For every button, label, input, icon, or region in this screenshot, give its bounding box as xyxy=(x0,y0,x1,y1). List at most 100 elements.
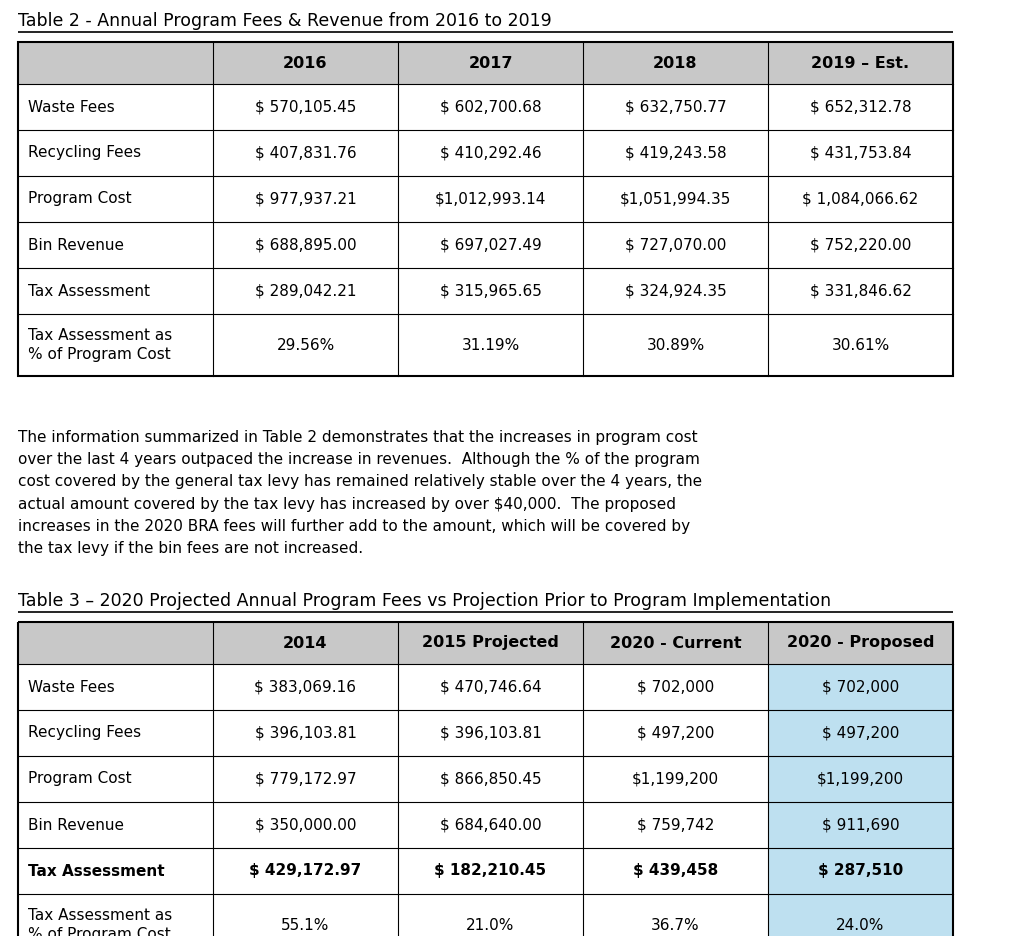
Bar xyxy=(583,664,768,710)
Bar xyxy=(213,176,398,222)
Bar xyxy=(213,130,398,176)
Bar xyxy=(583,894,768,936)
Bar xyxy=(18,710,213,756)
Bar xyxy=(18,664,213,710)
Bar xyxy=(213,894,398,936)
Text: 2020 - Current: 2020 - Current xyxy=(609,636,741,651)
Text: $ 407,831.76: $ 407,831.76 xyxy=(255,145,356,160)
Bar xyxy=(398,756,583,802)
Text: $ 1,084,066.62: $ 1,084,066.62 xyxy=(803,192,919,207)
Text: $ 383,069.16: $ 383,069.16 xyxy=(255,680,356,695)
Text: 21.0%: 21.0% xyxy=(466,917,515,932)
Text: $ 866,850.45: $ 866,850.45 xyxy=(439,771,542,786)
Text: $ 429,172.97: $ 429,172.97 xyxy=(250,864,361,879)
Text: $ 439,458: $ 439,458 xyxy=(633,864,718,879)
Bar xyxy=(768,664,953,710)
Bar xyxy=(768,894,953,936)
Text: Table 2 - Annual Program Fees & Revenue from 2016 to 2019: Table 2 - Annual Program Fees & Revenue … xyxy=(18,12,552,30)
Text: $ 182,210.45: $ 182,210.45 xyxy=(434,864,547,879)
Bar xyxy=(768,268,953,314)
Text: $ 759,742: $ 759,742 xyxy=(637,817,714,832)
Text: $ 315,965.65: $ 315,965.65 xyxy=(439,284,542,299)
Bar xyxy=(768,710,953,756)
Text: $ 497,200: $ 497,200 xyxy=(637,725,714,740)
Text: $ 419,243.58: $ 419,243.58 xyxy=(625,145,726,160)
Bar xyxy=(18,268,213,314)
Bar xyxy=(583,802,768,848)
Bar xyxy=(398,268,583,314)
Text: $ 977,937.21: $ 977,937.21 xyxy=(255,192,356,207)
Bar xyxy=(583,84,768,130)
Bar xyxy=(398,130,583,176)
Text: Tax Assessment as
% of Program Cost: Tax Assessment as % of Program Cost xyxy=(28,908,172,936)
Text: $1,199,200: $1,199,200 xyxy=(632,771,719,786)
Bar xyxy=(583,710,768,756)
Bar xyxy=(213,664,398,710)
Bar xyxy=(398,84,583,130)
Text: 2017: 2017 xyxy=(468,55,513,70)
Bar xyxy=(18,42,953,376)
Bar xyxy=(18,622,953,936)
Bar xyxy=(213,222,398,268)
Text: $ 652,312.78: $ 652,312.78 xyxy=(810,99,911,114)
Bar xyxy=(583,176,768,222)
Bar xyxy=(213,314,398,376)
Bar xyxy=(768,314,953,376)
Text: Table 3 – 2020 Projected Annual Program Fees vs Projection Prior to Program Impl: Table 3 – 2020 Projected Annual Program … xyxy=(18,592,831,610)
Bar xyxy=(398,710,583,756)
Text: $ 702,000: $ 702,000 xyxy=(822,680,899,695)
Bar xyxy=(213,756,398,802)
Bar xyxy=(398,664,583,710)
Text: Waste Fees: Waste Fees xyxy=(28,680,115,695)
Bar xyxy=(213,710,398,756)
Bar xyxy=(213,268,398,314)
Bar xyxy=(18,176,213,222)
Text: $ 410,292.46: $ 410,292.46 xyxy=(439,145,542,160)
Bar xyxy=(583,268,768,314)
Bar xyxy=(213,84,398,130)
Text: Tax Assessment: Tax Assessment xyxy=(28,284,150,299)
Text: $ 396,103.81: $ 396,103.81 xyxy=(439,725,542,740)
Text: 24.0%: 24.0% xyxy=(837,917,885,932)
Text: $ 602,700.68: $ 602,700.68 xyxy=(439,99,542,114)
Text: $ 727,070.00: $ 727,070.00 xyxy=(625,238,726,253)
Bar xyxy=(18,802,213,848)
Bar xyxy=(398,314,583,376)
Text: $ 697,027.49: $ 697,027.49 xyxy=(439,238,542,253)
Bar xyxy=(213,848,398,894)
Bar xyxy=(398,802,583,848)
Text: Program Cost: Program Cost xyxy=(28,771,132,786)
Bar xyxy=(213,802,398,848)
Text: The information summarized in Table 2 demonstrates that the increases in program: The information summarized in Table 2 de… xyxy=(18,430,702,556)
Text: $ 632,750.77: $ 632,750.77 xyxy=(625,99,726,114)
Text: $ 331,846.62: $ 331,846.62 xyxy=(810,284,911,299)
Text: $ 289,042.21: $ 289,042.21 xyxy=(255,284,356,299)
Bar xyxy=(398,222,583,268)
Bar xyxy=(18,222,213,268)
Text: $ 287,510: $ 287,510 xyxy=(818,864,903,879)
Text: 31.19%: 31.19% xyxy=(462,338,519,353)
Text: 29.56%: 29.56% xyxy=(276,338,335,353)
Text: $ 350,000.00: $ 350,000.00 xyxy=(255,817,356,832)
Text: 55.1%: 55.1% xyxy=(282,917,330,932)
Text: 2015 Projected: 2015 Projected xyxy=(422,636,559,651)
Text: $1,199,200: $1,199,200 xyxy=(817,771,904,786)
Text: 2020 - Proposed: 2020 - Proposed xyxy=(786,636,934,651)
Bar xyxy=(768,84,953,130)
Bar xyxy=(18,84,213,130)
Bar xyxy=(18,42,953,84)
Text: $ 688,895.00: $ 688,895.00 xyxy=(255,238,356,253)
Text: $ 779,172.97: $ 779,172.97 xyxy=(255,771,356,786)
Text: $ 431,753.84: $ 431,753.84 xyxy=(810,145,911,160)
Bar xyxy=(768,176,953,222)
Text: 2016: 2016 xyxy=(284,55,328,70)
Text: $ 911,690: $ 911,690 xyxy=(821,817,899,832)
Text: Program Cost: Program Cost xyxy=(28,192,132,207)
Text: Recycling Fees: Recycling Fees xyxy=(28,145,141,160)
Text: 36.7%: 36.7% xyxy=(651,917,699,932)
Text: $ 324,924.35: $ 324,924.35 xyxy=(625,284,726,299)
Text: $ 470,746.64: $ 470,746.64 xyxy=(439,680,542,695)
Text: Bin Revenue: Bin Revenue xyxy=(28,817,124,832)
Bar xyxy=(768,222,953,268)
Bar xyxy=(18,756,213,802)
